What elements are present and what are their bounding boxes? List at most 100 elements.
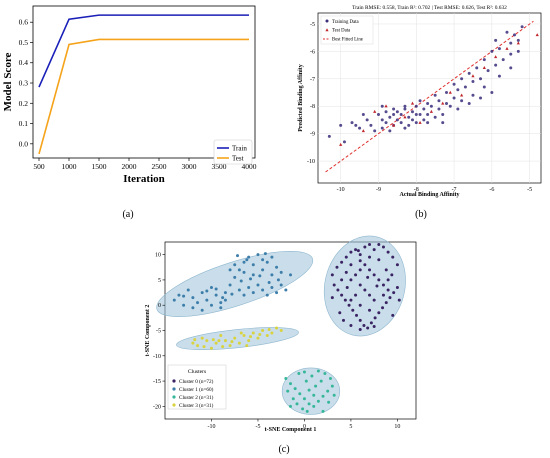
training-point (339, 123, 343, 127)
cluster-point (261, 288, 265, 292)
legend-swatch (172, 387, 176, 391)
cluster-point (211, 338, 215, 342)
legend-label: Test (232, 155, 244, 163)
cluster-point (223, 298, 227, 302)
cluster-point (191, 306, 195, 310)
training-point (407, 115, 411, 119)
cluster-point (270, 286, 274, 290)
cluster-point (298, 392, 302, 396)
legend-label: Cluster 2 (n=31) (179, 394, 214, 401)
x-tick-label: -5 (527, 187, 532, 193)
x-tick-label: -8 (414, 187, 419, 193)
legend-title: Clusters (188, 369, 206, 375)
training-point (403, 104, 407, 108)
cluster-point (233, 263, 237, 267)
training-point (463, 85, 467, 89)
x-tick-label: 0 (303, 424, 306, 430)
y-tick-label: -5 (310, 22, 315, 28)
cluster-point (177, 293, 181, 297)
cluster-point (239, 279, 243, 283)
cluster-point (214, 341, 218, 345)
cluster-point (354, 293, 358, 297)
cluster-point (214, 293, 218, 297)
training-point (358, 126, 362, 130)
cluster-point (242, 270, 246, 274)
training-point (354, 123, 358, 127)
legend-label: Best Fitted Line (332, 38, 363, 43)
y-tick-label: 0.4 (19, 58, 29, 67)
chart-title: Train RMSE: 0.558, Train R²: 0.702 | Tes… (352, 5, 507, 11)
y-tick-label: 0.3 (19, 79, 29, 88)
training-point (350, 121, 354, 125)
training-point (407, 123, 411, 127)
cluster-point (228, 268, 232, 272)
test-point (441, 101, 445, 105)
training-point (494, 63, 498, 67)
cluster-point (249, 335, 253, 339)
training-point (516, 49, 520, 53)
cluster-point (321, 394, 325, 398)
x-tick-label: 2000 (122, 162, 137, 171)
training-point (361, 112, 365, 116)
test-point (403, 115, 407, 119)
cluster-point (245, 344, 249, 348)
cluster-point (369, 321, 373, 325)
y-tick-label: 0 (158, 303, 161, 309)
cluster-point (305, 409, 309, 413)
training-point (433, 93, 437, 97)
training-point (380, 118, 384, 122)
cluster-point (354, 273, 358, 277)
cluster-point (330, 384, 334, 388)
x-axis-label: Actual Binding Affinity (399, 192, 459, 198)
cluster-point (267, 327, 271, 331)
cluster-point (270, 255, 274, 259)
training-point (399, 121, 403, 125)
cluster-point (381, 293, 385, 297)
cluster-point (386, 278, 390, 282)
cluster-point (338, 311, 342, 315)
cluster-point (267, 280, 271, 284)
cluster-point (358, 303, 362, 307)
cluster-point (368, 243, 372, 247)
cluster-point (191, 296, 195, 300)
cluster-point (270, 331, 274, 335)
training-point (479, 96, 483, 100)
training-point (403, 107, 407, 111)
training-point (395, 118, 399, 122)
legend-swatch-test (325, 28, 329, 32)
training-point (460, 99, 464, 103)
cluster-point (373, 316, 377, 320)
training-point (505, 30, 509, 34)
cluster-point (344, 255, 348, 259)
test-point (505, 46, 509, 50)
cluster-point (347, 303, 351, 307)
series-line-train (38, 14, 249, 88)
cluster-point (219, 306, 223, 310)
cluster-point (358, 259, 362, 263)
x-tick-label: -9 (376, 187, 381, 193)
training-point (399, 112, 403, 116)
cluster-point (302, 370, 306, 374)
cluster-point (372, 298, 376, 302)
legend-label: Test Data (332, 29, 351, 34)
x-axis-label: t-SNE Component 1 (265, 427, 317, 433)
cluster-point (245, 258, 249, 262)
cluster-point (221, 345, 225, 349)
cluster-point (200, 291, 204, 295)
cluster-point (242, 260, 246, 264)
x-tick-label: 4000 (242, 162, 257, 171)
cluster-point (384, 301, 388, 305)
cluster-point (270, 273, 274, 277)
legend-label: Cluster 1 (n=60) (179, 386, 214, 393)
training-point (445, 101, 449, 105)
cluster-point (230, 292, 234, 296)
cluster-point (223, 291, 227, 295)
cluster-point (336, 288, 340, 292)
training-point (418, 112, 422, 116)
y-tick-label: -6 (310, 49, 315, 55)
training-point (418, 99, 422, 103)
cluster-point (349, 250, 353, 254)
cluster-point (242, 334, 246, 338)
cluster-point (182, 303, 186, 307)
series-line-test (38, 38, 249, 155)
